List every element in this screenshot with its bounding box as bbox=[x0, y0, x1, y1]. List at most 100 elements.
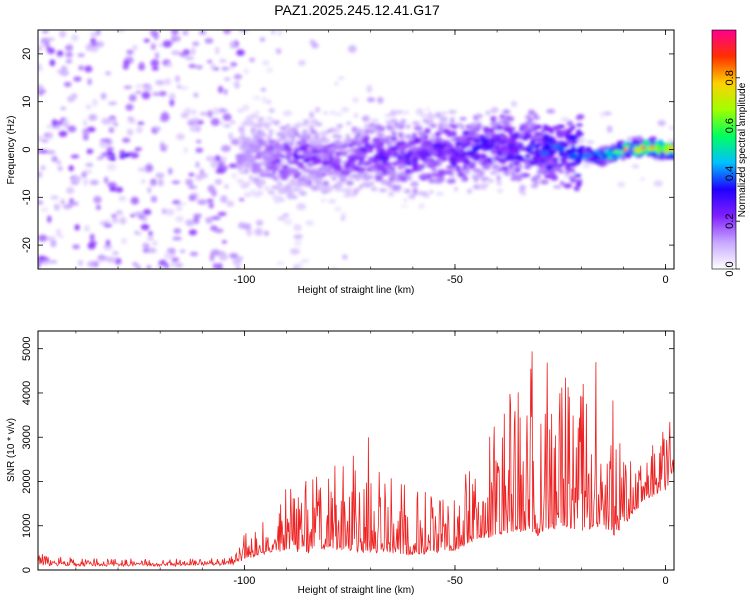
spectrogram-cell bbox=[372, 158, 378, 164]
spectrogram-cell bbox=[292, 152, 299, 159]
spectrogram-cell bbox=[281, 135, 286, 141]
spectrogram-cell bbox=[484, 132, 491, 139]
spectrogram-cell bbox=[266, 166, 274, 171]
spectrogram-cell bbox=[478, 184, 488, 190]
spectrogram-cell bbox=[210, 249, 221, 256]
spectrogram-cell bbox=[309, 111, 315, 119]
spectrogram-cell bbox=[670, 154, 674, 160]
spectrogram-cell bbox=[231, 172, 237, 179]
spectrogram-cell bbox=[617, 145, 626, 152]
spectrogram-cell bbox=[176, 204, 182, 212]
spectrogram-cell bbox=[38, 200, 43, 205]
spectrogram-cell bbox=[584, 154, 589, 158]
spectrogram-cell bbox=[96, 258, 105, 263]
spectrogram-cell bbox=[60, 117, 66, 122]
spectrogram-cell bbox=[387, 162, 393, 166]
spectrogram-cell bbox=[488, 140, 493, 145]
spectrogram-cell bbox=[510, 101, 518, 107]
spectrogram-cell bbox=[293, 264, 299, 269]
spectrogram-cell bbox=[302, 143, 312, 148]
spectrogram-cell bbox=[267, 189, 275, 195]
spectrogram-cell bbox=[99, 221, 110, 225]
spectrogram-cell bbox=[243, 192, 252, 198]
spectrogram-cell bbox=[466, 161, 472, 165]
spectrogram-cell bbox=[504, 156, 511, 161]
spectrogram-cell bbox=[221, 66, 230, 71]
spectrogram-cell bbox=[90, 32, 98, 37]
spectrogram-cell bbox=[396, 156, 404, 160]
spectrogram-cell bbox=[155, 80, 165, 86]
colorbar-tick-label: 0.0 bbox=[724, 261, 736, 276]
spectrogram-cell bbox=[353, 154, 358, 159]
spectrogram-cell bbox=[408, 193, 416, 200]
spectrogram-cell bbox=[60, 199, 65, 205]
spectrogram-cell bbox=[100, 92, 107, 100]
spectrogram-cell bbox=[448, 131, 457, 137]
spectrogram-cell bbox=[668, 125, 674, 130]
spectrogram-cell bbox=[48, 235, 57, 240]
spectrogram-cell bbox=[310, 139, 318, 146]
spectrogram-cell bbox=[312, 135, 320, 140]
spectrogram-cell bbox=[524, 146, 531, 151]
spectrogram-cell bbox=[154, 126, 162, 132]
spectrogram-cell bbox=[500, 160, 506, 165]
spectrogram-cell bbox=[479, 153, 488, 159]
spectrogram-cell bbox=[38, 84, 44, 91]
spectrogram-cell bbox=[402, 154, 410, 158]
spectrogram-cell bbox=[460, 124, 465, 130]
spectrogram-cell bbox=[271, 185, 280, 189]
spectrogram-cell bbox=[64, 45, 74, 51]
spectrogram-cell bbox=[366, 116, 371, 121]
spectrogram-cell bbox=[437, 162, 442, 167]
spectrogram-cell bbox=[566, 120, 574, 127]
spectrogram-cell bbox=[375, 170, 383, 176]
spectrogram-cell bbox=[412, 191, 418, 195]
spectrogram-cell bbox=[657, 120, 666, 127]
spectrogram-cell bbox=[171, 30, 179, 36]
spectrogram-cell bbox=[576, 123, 583, 127]
spectrogram-cells bbox=[38, 30, 674, 269]
spectrogram-cell bbox=[58, 130, 68, 137]
spectrogram-cell bbox=[369, 122, 375, 128]
spectrogram-cell bbox=[292, 188, 299, 192]
spectrogram-cell bbox=[164, 252, 174, 260]
spectrogram-cell bbox=[264, 186, 270, 191]
spectrogram-cell bbox=[306, 161, 314, 168]
spectrogram-cell bbox=[223, 30, 231, 35]
spectrogram-cell bbox=[137, 215, 146, 219]
spectrogram-cell bbox=[388, 176, 395, 182]
spectrogram-cell bbox=[189, 125, 198, 132]
spectrogram-cell bbox=[498, 119, 504, 125]
spectrogram-cell bbox=[505, 115, 511, 121]
spectrogram-cell bbox=[373, 124, 382, 129]
spectrogram-cell bbox=[518, 132, 525, 137]
spectrogram-cell bbox=[552, 148, 558, 154]
spectrogram-cell bbox=[450, 167, 456, 171]
spectrogram-cell bbox=[291, 125, 300, 130]
spectrogram-cell bbox=[490, 121, 499, 127]
spectrogram-cell bbox=[251, 158, 256, 164]
spectrogram-cell bbox=[434, 138, 443, 143]
spectrogram-cell bbox=[441, 141, 449, 146]
spectrogram-cell bbox=[214, 228, 224, 233]
spectrogram-cell bbox=[82, 128, 90, 136]
spectrogram-cell bbox=[488, 179, 494, 183]
spectrogram-cell bbox=[180, 112, 189, 119]
spectrogram-cell bbox=[566, 140, 572, 145]
spectrogram-cell bbox=[210, 216, 221, 220]
spectrogram-cell bbox=[565, 171, 570, 175]
spectrogram-cell bbox=[103, 243, 113, 251]
spectrogram-cell bbox=[45, 37, 55, 41]
spectrogram-cell bbox=[50, 239, 57, 248]
spectrogram-cell bbox=[90, 46, 99, 53]
spectrogram-cell bbox=[371, 119, 379, 123]
spectrogram-cell bbox=[603, 160, 609, 164]
spectrogram-cell bbox=[309, 39, 316, 45]
spectrogram-cell bbox=[456, 157, 464, 163]
spectrogram-cell bbox=[65, 59, 73, 64]
spectrogram-cell bbox=[437, 169, 446, 173]
spectrogram-cell bbox=[111, 213, 117, 219]
spectrogram-cell bbox=[462, 130, 470, 136]
spectrogram-cell bbox=[444, 150, 452, 156]
spectrogram-cell bbox=[405, 161, 413, 166]
